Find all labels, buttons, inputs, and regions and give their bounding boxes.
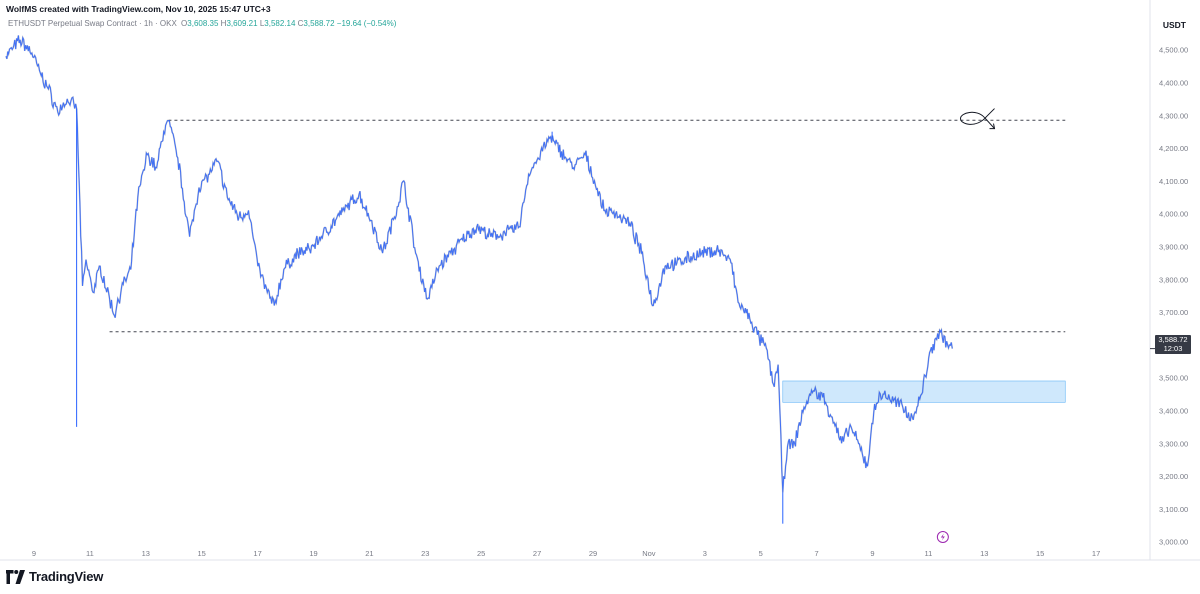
path-curve bbox=[960, 108, 995, 125]
price-tick-label: 3,700.00 bbox=[1159, 308, 1188, 317]
low-label: L bbox=[259, 19, 265, 28]
price-tick-label: 3,800.00 bbox=[1159, 275, 1188, 284]
tradingview-logo-text: TradingView bbox=[29, 569, 104, 584]
time-tick-label: 15 bbox=[198, 549, 206, 558]
time-tick-label: 11 bbox=[925, 549, 933, 558]
marker-bolt bbox=[940, 533, 945, 541]
price-tick-label: 3,300.00 bbox=[1159, 439, 1188, 448]
time-tick-label: Nov bbox=[642, 549, 656, 558]
lightning-marker-icon bbox=[936, 531, 949, 543]
open-value: 3,608.35 bbox=[187, 19, 219, 28]
close-label: C bbox=[297, 19, 304, 28]
tradingview-logo[interactable]: TradingView bbox=[6, 569, 103, 584]
price-series-line bbox=[5, 35, 953, 493]
path-arrow-line bbox=[984, 117, 995, 129]
price-tick-label: 4,200.00 bbox=[1159, 144, 1188, 153]
time-tick-label: 27 bbox=[533, 549, 541, 558]
price-series-layer bbox=[5, 34, 954, 524]
time-axis[interactable]: 9 11 13 15 17 19 21 23 25 27 29 Nov 3 5 7 9 11 13 15 17 bbox=[32, 549, 1100, 558]
close-value: 3,588.72 bbox=[303, 19, 335, 28]
price-tick-label: 4,300.00 bbox=[1159, 111, 1188, 120]
high-value: 3,609.21 bbox=[226, 19, 258, 28]
symbol-title[interactable]: ETHUSDT Perpetual Swap Contract · 1h · O… bbox=[8, 19, 177, 28]
time-tick-label: 13 bbox=[980, 549, 988, 558]
level-lines-layer bbox=[109, 119, 1066, 333]
chart-credit: WolfMS created with TradingView.com, Nov… bbox=[6, 4, 271, 14]
price-tick-label: 3,900.00 bbox=[1159, 242, 1188, 251]
time-tick-label: 9 bbox=[870, 549, 874, 558]
last-price-value: 3,588.72 bbox=[1158, 335, 1188, 344]
time-tick-label: 15 bbox=[1036, 549, 1044, 558]
axis-frame bbox=[0, 0, 1200, 561]
symbol-ohlc-line: ETHUSDT Perpetual Swap Contract · 1h · O… bbox=[8, 19, 396, 28]
price-tick-label: 3,400.00 bbox=[1159, 407, 1188, 416]
time-tick-label: 23 bbox=[421, 549, 429, 558]
time-tick-label: 25 bbox=[477, 549, 485, 558]
annotation-icons bbox=[936, 108, 996, 543]
price-tick-label: 4,500.00 bbox=[1159, 46, 1188, 55]
price-series-shadow bbox=[5, 34, 954, 493]
support-zone-layer bbox=[782, 380, 1066, 403]
high-label: H bbox=[220, 19, 227, 28]
price-tick-label: 4,000.00 bbox=[1159, 210, 1188, 219]
time-tick-label: 7 bbox=[815, 549, 819, 558]
demand-zone-rect bbox=[782, 380, 1066, 403]
time-tick-label: 9 bbox=[32, 549, 36, 558]
time-tick-label: 19 bbox=[309, 549, 317, 558]
bar-countdown: 12:03 bbox=[1163, 344, 1183, 353]
price-tick-label: 4,400.00 bbox=[1159, 78, 1188, 87]
time-tick-label: 5 bbox=[759, 549, 763, 558]
tradingview-logo-icon bbox=[6, 569, 25, 584]
low-value: 3,582.14 bbox=[264, 19, 296, 28]
time-tick-label: 3 bbox=[703, 549, 707, 558]
time-tick-label: 29 bbox=[589, 549, 597, 558]
open-label: O bbox=[181, 19, 188, 28]
time-tick-label: 13 bbox=[142, 549, 150, 558]
price-tick-label: 4,100.00 bbox=[1159, 177, 1188, 186]
price-tick-label: 3,200.00 bbox=[1159, 472, 1188, 481]
currency-label[interactable]: USDT bbox=[1162, 20, 1186, 30]
time-tick-label: 17 bbox=[253, 549, 261, 558]
last-price-tag: 3,588.72 12:03 bbox=[1155, 335, 1191, 354]
time-tick-label: 11 bbox=[86, 549, 94, 558]
path-arrow-head bbox=[989, 123, 996, 130]
time-tick-label: 21 bbox=[365, 549, 373, 558]
price-axis[interactable]: 4,500.00 4,400.00 4,300.00 4,200.00 4,100.00… bbox=[1150, 46, 1188, 547]
time-tick-label: 17 bbox=[1092, 549, 1100, 558]
price-tick-label: 3,500.00 bbox=[1159, 374, 1188, 383]
price-tick-label: 3,100.00 bbox=[1159, 505, 1188, 514]
path-projection-icon bbox=[960, 108, 996, 130]
change-value: −19.64 (−0.54%) bbox=[336, 19, 397, 28]
price-tick-label: 3,000.00 bbox=[1159, 538, 1188, 547]
